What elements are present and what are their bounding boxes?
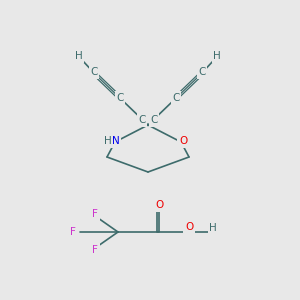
Text: C: C xyxy=(172,93,180,103)
Text: C: C xyxy=(150,115,158,125)
Text: F: F xyxy=(92,209,98,219)
Text: H: H xyxy=(104,136,112,146)
Text: F: F xyxy=(92,245,98,255)
Text: H: H xyxy=(75,51,83,61)
Text: N: N xyxy=(112,136,120,146)
Text: O: O xyxy=(179,136,187,146)
Text: O: O xyxy=(155,200,163,210)
Text: H: H xyxy=(209,223,217,233)
Text: O: O xyxy=(185,222,193,232)
Text: C: C xyxy=(198,67,206,77)
Text: C: C xyxy=(138,115,146,125)
Text: H: H xyxy=(213,51,221,61)
Text: C: C xyxy=(90,67,98,77)
Text: C: C xyxy=(116,93,124,103)
Text: F: F xyxy=(70,227,76,237)
